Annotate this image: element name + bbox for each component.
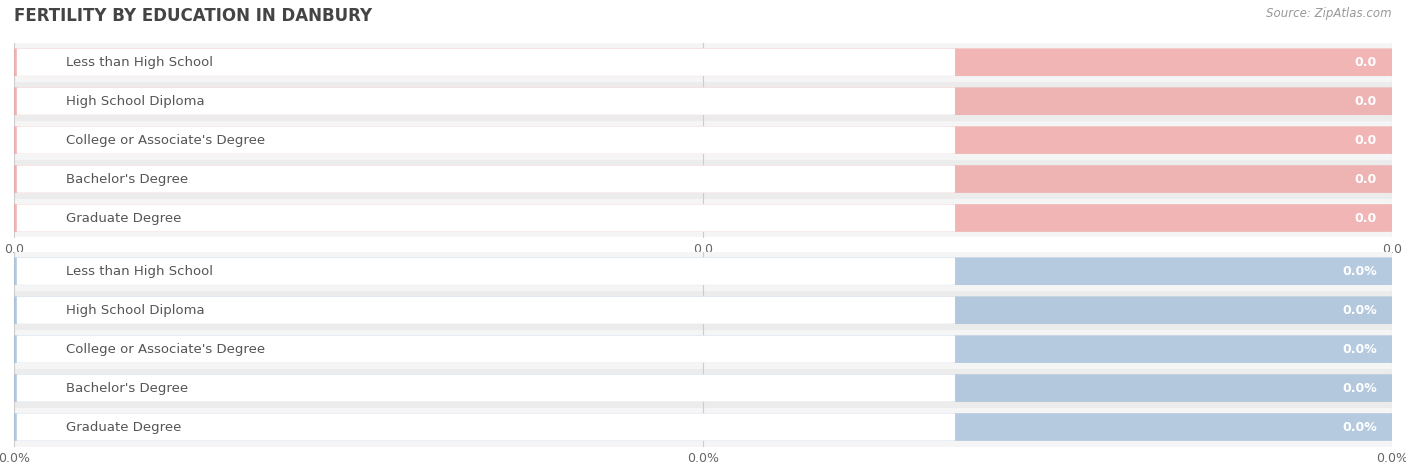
Text: 0.0: 0.0 [1354,56,1376,69]
Text: Bachelor's Degree: Bachelor's Degree [66,381,188,395]
Bar [14,369,1392,408]
Text: College or Associate's Degree: College or Associate's Degree [66,342,266,356]
FancyBboxPatch shape [11,296,1395,324]
FancyBboxPatch shape [17,204,955,232]
FancyBboxPatch shape [11,48,1395,76]
FancyBboxPatch shape [11,374,1395,402]
Text: 0.0%: 0.0% [1343,304,1376,317]
Text: 0.0: 0.0 [1354,133,1376,147]
FancyBboxPatch shape [17,87,955,115]
Text: Graduate Degree: Graduate Degree [66,420,181,434]
Text: 0.0: 0.0 [1354,172,1376,186]
Text: 0.0%: 0.0% [1343,342,1376,356]
FancyBboxPatch shape [17,413,955,441]
Text: 0.0: 0.0 [1354,95,1376,108]
Text: 0.0%: 0.0% [1343,265,1376,278]
Text: 0.0: 0.0 [1354,211,1376,225]
FancyBboxPatch shape [11,126,1395,154]
Text: Less than High School: Less than High School [66,56,214,69]
FancyBboxPatch shape [11,87,1395,115]
FancyBboxPatch shape [11,413,1395,441]
FancyBboxPatch shape [17,335,955,363]
Bar [14,199,1392,238]
Bar [14,252,1392,291]
FancyBboxPatch shape [11,204,1395,232]
FancyBboxPatch shape [17,257,955,285]
FancyBboxPatch shape [17,296,955,324]
Bar [14,82,1392,121]
Text: High School Diploma: High School Diploma [66,95,205,108]
FancyBboxPatch shape [11,165,1395,193]
Text: 0.0%: 0.0% [1343,420,1376,434]
FancyBboxPatch shape [17,165,955,193]
FancyBboxPatch shape [17,126,955,154]
Bar [14,291,1392,330]
Text: Less than High School: Less than High School [66,265,214,278]
FancyBboxPatch shape [11,257,1395,285]
Bar [14,43,1392,82]
Text: FERTILITY BY EDUCATION IN DANBURY: FERTILITY BY EDUCATION IN DANBURY [14,7,373,25]
Text: Source: ZipAtlas.com: Source: ZipAtlas.com [1267,7,1392,20]
FancyBboxPatch shape [17,48,955,76]
Bar [14,160,1392,199]
FancyBboxPatch shape [11,335,1395,363]
Text: Graduate Degree: Graduate Degree [66,211,181,225]
Text: High School Diploma: High School Diploma [66,304,205,317]
Text: College or Associate's Degree: College or Associate's Degree [66,133,266,147]
FancyBboxPatch shape [17,374,955,402]
Bar [14,330,1392,369]
Bar [14,121,1392,160]
Text: 0.0%: 0.0% [1343,381,1376,395]
Text: Bachelor's Degree: Bachelor's Degree [66,172,188,186]
Bar [14,408,1392,446]
